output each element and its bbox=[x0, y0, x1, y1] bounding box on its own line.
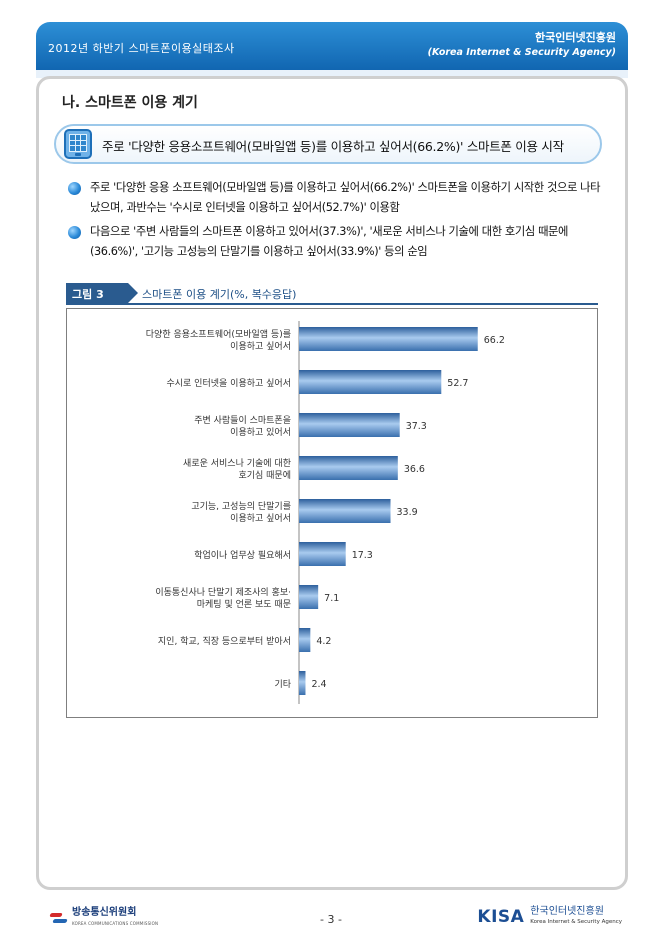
bar bbox=[299, 542, 346, 566]
callout-text: 주로 '다양한 응용소프트웨어(모바일앱 등)를 이용하고 싶어서(66.2%)… bbox=[102, 139, 564, 154]
kisa-wordmark: KISA bbox=[477, 907, 525, 927]
bullet-text: 다음으로 '주변 사람들의 스마트폰 이용하고 있어서(37.3%)', '새로… bbox=[90, 225, 569, 258]
category-label: 주변 사람들이 스마트폰을 bbox=[194, 414, 291, 426]
category-label: 이용하고 싶어서 bbox=[230, 341, 291, 352]
category-label: 수시로 인터넷을 이용하고 싶어서 bbox=[166, 378, 291, 389]
value-label: 7.1 bbox=[324, 593, 339, 604]
bar bbox=[299, 628, 311, 652]
bar bbox=[299, 671, 306, 695]
bullet-item: 다음으로 '주변 사람들의 스마트폰 이용하고 있어서(37.3%)', '새로… bbox=[68, 222, 608, 262]
smartphone-icon bbox=[64, 129, 92, 159]
bar bbox=[299, 499, 391, 523]
bullet-item: 주로 '다양한 응용 소프트웨어(모바일앱 등)를 이용하고 싶어서(66.2%… bbox=[68, 178, 608, 218]
category-label: 이용하고 싶어서 bbox=[230, 513, 291, 524]
category-label: 새로운 서비스나 기술에 대한 bbox=[183, 458, 291, 469]
bar bbox=[299, 585, 319, 609]
header-org-name: 한국인터넷진흥원 bbox=[535, 31, 616, 44]
category-label: 호기심 때문에 bbox=[238, 470, 291, 481]
header-org-name-en: (Korea Internet & Security Agency) bbox=[427, 47, 616, 58]
bar bbox=[299, 327, 478, 351]
category-label: 기타 bbox=[274, 679, 291, 690]
category-label: 고기능, 고성능의 단말기를 bbox=[191, 500, 291, 512]
figure-rule bbox=[66, 303, 598, 305]
kcc-logo: 방송통신위원회 KOREA COMMUNICATIONS COMMISSION bbox=[49, 906, 159, 930]
category-label: 이동통신사나 단말기 제조사의 홍보· bbox=[155, 586, 291, 598]
category-label: 이용하고 있어서 bbox=[230, 426, 291, 438]
footer-right-org-en: Korea Internet & Security Agency bbox=[530, 919, 622, 925]
value-label: 66.2 bbox=[484, 335, 505, 346]
bar bbox=[299, 413, 400, 437]
value-label: 2.4 bbox=[311, 679, 326, 690]
value-label: 37.3 bbox=[406, 421, 427, 432]
section-title: 나. 스마트폰 이용 계기 bbox=[62, 95, 198, 111]
footer-right-org: 한국인터넷진흥원 bbox=[530, 906, 604, 917]
header-org: 한국인터넷진흥원 (Korea Internet & Security Agen… bbox=[428, 30, 616, 60]
value-label: 4.2 bbox=[316, 636, 331, 647]
kisa-logo: KISA 한국인터넷진흥원 Korea Internet & Security … bbox=[477, 906, 622, 928]
bar bbox=[299, 370, 442, 394]
chart-container: 66.2 다양한 응용소프트웨어(모바일앱 등)를 이용하고 싶어서 52.7 수시로 … bbox=[66, 308, 598, 718]
category-label: 학업이나 업무상 필요해서 bbox=[194, 549, 291, 561]
bar bbox=[299, 456, 398, 480]
page-number: - 3 - bbox=[320, 913, 342, 926]
value-label: 33.9 bbox=[397, 507, 418, 518]
bullet-icon bbox=[68, 182, 81, 195]
footer-left-org: 방송통신위원회 bbox=[72, 907, 137, 918]
header-band bbox=[36, 22, 628, 78]
figure-caption: 스마트폰 이용 계기(%, 복수응답) bbox=[142, 288, 297, 301]
summary-callout: 주로 '다양한 응용소프트웨어(모바일앱 등)를 이용하고 싶어서(66.2%)… bbox=[54, 124, 602, 164]
value-label: 17.3 bbox=[352, 550, 373, 561]
category-label: 다양한 응용소프트웨어(모바일앱 등)를 bbox=[146, 328, 291, 340]
figure-label: 그림 3 bbox=[66, 283, 138, 303]
value-label: 36.6 bbox=[404, 464, 425, 475]
bullet-list: 주로 '다양한 응용 소프트웨어(모바일앱 등)를 이용하고 싶어서(66.2%… bbox=[68, 178, 608, 266]
bullet-icon bbox=[68, 226, 81, 239]
footer-left-org-en: KOREA COMMUNICATIONS COMMISSION bbox=[72, 921, 159, 926]
bullet-text: 주로 '다양한 응용 소프트웨어(모바일앱 등)를 이용하고 싶어서(66.2%… bbox=[90, 181, 601, 214]
category-label: 지인, 학교, 직장 등으로부터 받아서 bbox=[158, 636, 291, 647]
category-label: 마케팅 및 언론 보도 때문 bbox=[197, 598, 291, 610]
value-label: 52.7 bbox=[447, 378, 468, 389]
report-title: 2012년 하반기 스마트폰이용실태조사 bbox=[48, 42, 235, 55]
